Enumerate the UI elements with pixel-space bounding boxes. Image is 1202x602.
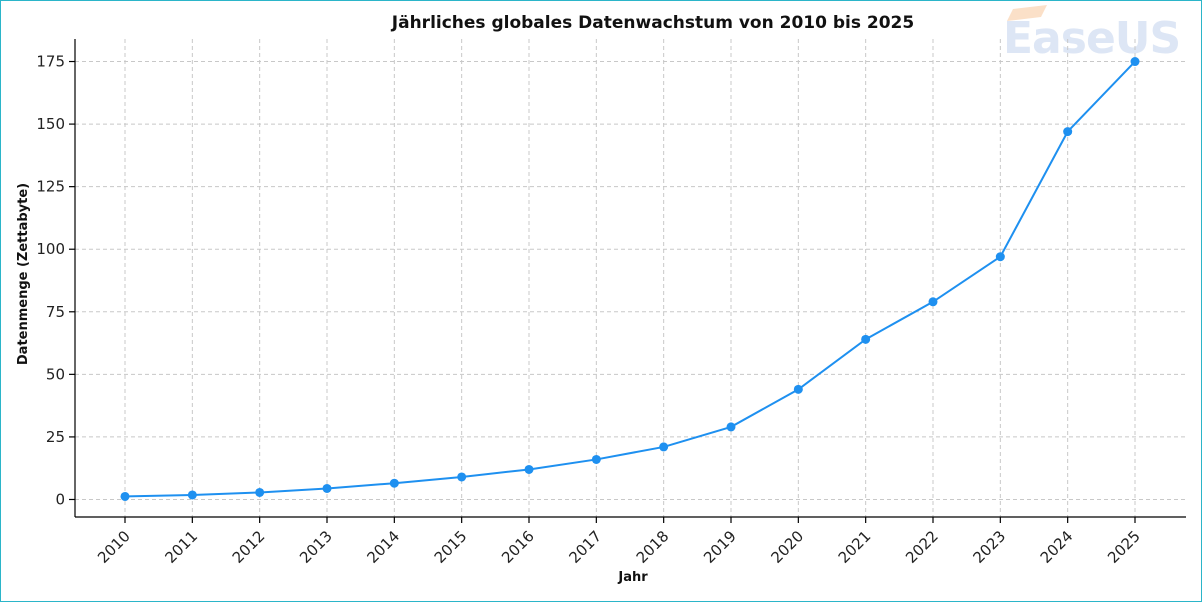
x-tick-label: 2020	[767, 527, 807, 567]
y-tick-label: 175	[36, 53, 65, 71]
x-tick-label: 2019	[700, 527, 740, 567]
x-tick-label: 2021	[835, 527, 875, 567]
x-tick-label: 2010	[94, 527, 134, 567]
x-tick-label: 2018	[633, 527, 673, 567]
data-point	[187, 490, 197, 500]
x-tick-label: 2016	[498, 527, 538, 567]
x-tick-label: 2011	[161, 527, 201, 567]
x-ticks: 2010 2011 2012 2013 2014 2015 2016 2017 2018 2019…	[94, 517, 1144, 567]
x-tick-label: 2023	[969, 527, 1009, 567]
y-tick-label: 75	[46, 303, 65, 321]
data-point	[591, 454, 601, 464]
y-tick-label: 0	[55, 490, 65, 508]
data-point	[861, 334, 871, 344]
easeus-logo-icon: EaseUS	[1003, 5, 1181, 64]
data-point	[120, 491, 130, 501]
data-point	[389, 478, 399, 488]
grid	[75, 39, 1186, 517]
data-point	[255, 487, 265, 497]
data-point	[1130, 57, 1140, 67]
x-tick-label: 2014	[363, 527, 403, 567]
data-point	[793, 384, 803, 394]
series	[120, 57, 1140, 501]
y-tick-label: 100	[36, 240, 65, 258]
x-tick-label: 2022	[902, 527, 942, 567]
data-point	[928, 297, 938, 307]
y-ticks: 0 25 50 75 100 125 150 175	[36, 53, 75, 508]
y-tick-label: 50	[46, 365, 65, 383]
x-tick-label: 2024	[1037, 527, 1077, 567]
data-point	[524, 464, 534, 474]
data-point	[322, 483, 332, 493]
axes	[74, 39, 1186, 518]
data-point	[726, 422, 736, 432]
y-tick-label: 25	[46, 428, 65, 446]
series-line	[124, 60, 1136, 498]
x-axis-label: Jahr	[617, 570, 648, 585]
y-axis-label: Datenmenge (Zettabyte)	[16, 183, 31, 365]
x-tick-label: 2025	[1104, 527, 1144, 567]
x-tick-label: 2012	[229, 527, 269, 567]
data-point	[995, 252, 1005, 262]
data-point	[1063, 127, 1073, 137]
x-tick-label: 2013	[296, 527, 336, 567]
data-point	[659, 442, 669, 452]
y-tick-label: 125	[36, 178, 65, 196]
logo-accent-shape	[1007, 5, 1047, 21]
chart-title: Jährliches globales Datenwachstum von 20…	[391, 13, 914, 33]
x-tick-label: 2015	[431, 527, 471, 567]
watermark-text: EaseUS	[1003, 13, 1180, 64]
x-tick-label: 2017	[565, 527, 605, 567]
y-tick-label: 150	[36, 115, 65, 133]
data-point	[457, 472, 467, 482]
